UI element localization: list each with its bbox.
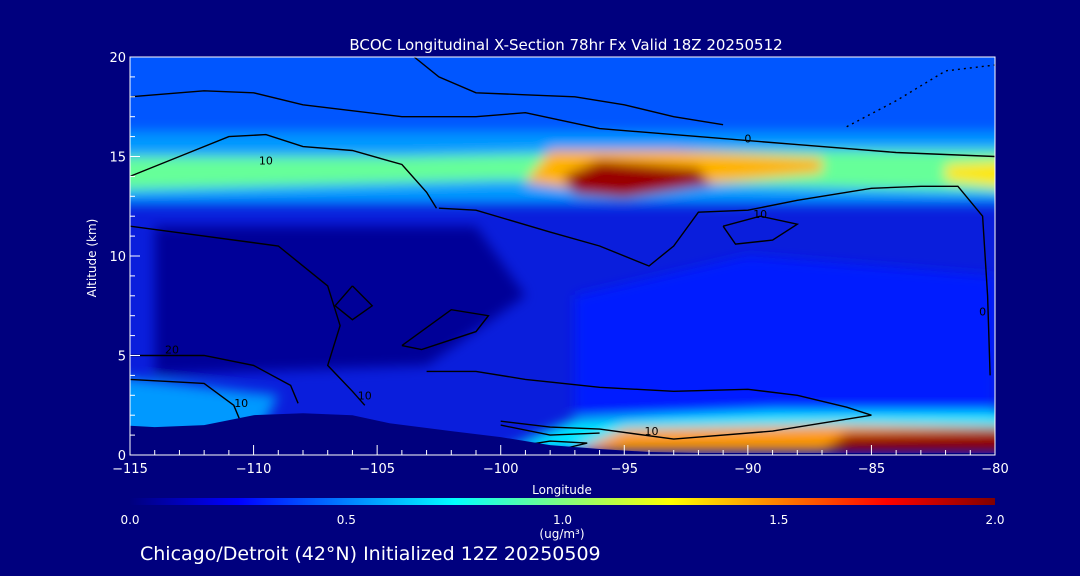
contour-lines [130, 57, 995, 450]
terrain [130, 413, 995, 455]
contour-west-lobe [130, 225, 366, 406]
contour-label: 0 [744, 133, 751, 146]
contour-label: 10 [645, 425, 659, 438]
colorbar-tick-label: 2.0 [985, 513, 1004, 527]
contour-top-right [846, 64, 995, 128]
colorbar-unit-label: (ug/m³) [539, 527, 584, 541]
contour-west-20 [130, 354, 299, 404]
contour-west-low [130, 378, 242, 424]
contour-label: 20 [165, 344, 179, 357]
contour-mid [438, 185, 991, 376]
colorbar: 0.0 0.5 1.0 1.5 2.0 (ug/m³) [120, 498, 1005, 541]
contour-top-left [413, 57, 724, 126]
field-east-mid [574, 256, 995, 416]
contour-center-low [426, 370, 872, 440]
contour-upper-0 [130, 90, 995, 158]
field-band-max [562, 160, 711, 199]
contour-diamond [334, 285, 374, 321]
contour-upper-10 [130, 133, 438, 209]
y-axis: 0 5 10 15 20 [109, 51, 140, 464]
colorbar-bar [130, 498, 995, 505]
colorbar-ticks: 0.0 0.5 1.0 1.5 2.0 [120, 513, 1004, 527]
x-axis: −115 −110 −105 −100 −95 −90 −85 −80 [112, 445, 1009, 477]
y-tick-label: 15 [109, 151, 126, 166]
y-tick-label: 20 [109, 51, 126, 66]
x-tick-label: −105 [359, 462, 395, 477]
x-tick-label: −100 [483, 462, 519, 477]
footer-caption: Chicago/Detroit (42°N) Initialized 12Z 2… [140, 543, 601, 565]
x-tick-label: −110 [236, 462, 272, 477]
chart-title: BCOC Longitudinal X-Section 78hr Fx Vali… [349, 36, 782, 54]
plot-area: 0 10 10 20 10 10 10 0 [130, 57, 995, 455]
contour-right-10 [722, 215, 800, 245]
x-tick-label: −95 [611, 462, 638, 477]
contour-label: 0 [979, 306, 986, 319]
field-band-east [945, 161, 995, 186]
x-tick-label: −85 [858, 462, 885, 477]
y-axis-label: Altitude (km) [85, 219, 99, 298]
x-tick-label: −80 [981, 462, 1008, 477]
x-tick-label: −90 [734, 462, 761, 477]
colorbar-tick-label: 0.5 [337, 513, 356, 527]
field-upper-layer [130, 57, 995, 145]
contour-label: 10 [753, 208, 767, 221]
x-tick-label: −115 [112, 462, 148, 477]
field-low-max [822, 429, 995, 451]
contour-labels: 0 10 10 20 10 10 10 0 [165, 133, 986, 439]
y-tick-label: 5 [118, 350, 126, 365]
colorbar-tick-label: 0.0 [120, 513, 139, 527]
colorbar-tick-label: 1.5 [769, 513, 788, 527]
y-tick-label: 0 [118, 449, 126, 464]
contour-mid-loop [401, 308, 490, 351]
contour-label: 10 [358, 389, 372, 402]
contour-label: 10 [259, 155, 273, 168]
colorbar-tick-label: 1.0 [553, 513, 572, 527]
y-tick-label: 10 [109, 250, 126, 265]
contour-label: 10 [234, 397, 248, 410]
contour-center-low-2 [500, 424, 600, 436]
x-axis-label: Longitude [532, 483, 592, 497]
